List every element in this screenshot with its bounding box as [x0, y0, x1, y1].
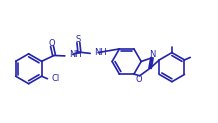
Text: NH: NH: [69, 50, 82, 59]
Text: Cl: Cl: [51, 74, 59, 83]
Text: N: N: [150, 50, 156, 59]
Text: NH: NH: [95, 48, 107, 57]
Text: O: O: [49, 39, 55, 48]
Text: S: S: [76, 35, 81, 44]
Text: O: O: [136, 75, 142, 84]
